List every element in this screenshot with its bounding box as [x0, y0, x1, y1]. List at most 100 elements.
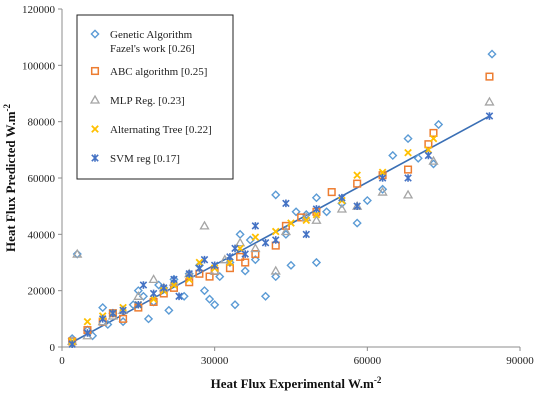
data-point [413, 153, 423, 163]
data-point [352, 218, 362, 228]
legend-label: Fazel's work [0.26] [110, 43, 195, 55]
x-tick-label: 60000 [354, 355, 382, 367]
legend-label: Alternating Tree [0.22] [110, 124, 212, 136]
data-point [241, 258, 250, 267]
data-point [282, 199, 290, 208]
data-point [260, 291, 271, 301]
data-point [251, 233, 260, 241]
data-point [231, 244, 239, 253]
data-point [204, 294, 215, 304]
data-point [377, 186, 388, 196]
data-point [487, 49, 497, 59]
y-tick-label: 120000 [22, 4, 56, 16]
data-point [98, 302, 108, 313]
data-point [149, 295, 158, 303]
legend-label: ABC algorithm [0.25] [110, 66, 207, 78]
y-tick-label: 60000 [28, 173, 56, 185]
data-point [175, 292, 183, 301]
data-point [98, 315, 107, 323]
legend-marker [91, 154, 99, 162]
legend-label: SVM reg [0.17] [110, 153, 180, 165]
y-axis-title: Heat Flux Predicted W.m-2 [2, 103, 18, 252]
data-point [311, 257, 322, 268]
legend-label: Genetic Algorithm [110, 29, 193, 41]
data-point [428, 159, 439, 169]
legend-items: Genetic Algorithm Fazel's work [0.26] ABC … [89, 29, 212, 165]
data-point [429, 128, 438, 137]
data-point [185, 269, 193, 278]
data-point [280, 226, 292, 236]
data-point [311, 214, 322, 224]
data-point [338, 193, 346, 202]
data-point [291, 207, 301, 217]
data-point [402, 189, 414, 199]
data-point [148, 274, 159, 284]
data-point [424, 140, 433, 149]
legend-marker [90, 66, 100, 76]
data-point [119, 314, 128, 323]
data-point [286, 260, 296, 270]
x-tick-label: 30000 [201, 355, 229, 367]
data-point [271, 190, 281, 200]
data-point [271, 227, 280, 236]
data-point [312, 205, 321, 213]
data-point [179, 291, 189, 301]
data-point [261, 238, 270, 247]
data-point [311, 193, 322, 203]
data-point [119, 306, 127, 315]
data-point [118, 317, 128, 327]
legend: Genetic Algorithm Fazel's work [0.26] ABC … [76, 14, 234, 180]
data-point [403, 165, 413, 174]
data-point [429, 134, 438, 143]
data-point [484, 96, 495, 106]
x-axis-title: Heat Flux Experimental W.m-2 [211, 375, 382, 391]
data-point [250, 243, 261, 253]
x-tick-labels: 0 30000 60000 90000 [59, 347, 534, 367]
data-point [388, 150, 398, 161]
data-point [226, 258, 234, 267]
data-point [424, 145, 433, 154]
data-point [433, 119, 444, 130]
y-tick-label: 80000 [28, 117, 56, 129]
data-point [68, 340, 76, 348]
data-point [302, 230, 311, 239]
data-point [271, 271, 281, 282]
data-point [353, 171, 361, 180]
data-point [378, 168, 387, 177]
data-point [143, 314, 154, 324]
y-tick-label: 40000 [28, 229, 56, 241]
legend-marker [91, 125, 99, 133]
data-point [133, 286, 143, 296]
data-point [72, 248, 83, 258]
data-point [210, 300, 220, 310]
data-point [404, 148, 412, 157]
data-point [83, 317, 92, 326]
data-points [67, 49, 497, 348]
data-point [164, 305, 174, 315]
data-point [195, 264, 204, 272]
data-point [287, 219, 295, 227]
data-point [336, 203, 348, 213]
data-point [230, 300, 240, 310]
data-point [302, 216, 311, 225]
data-point [485, 112, 494, 120]
data-point [271, 236, 280, 244]
y-tick-label: 20000 [28, 286, 56, 298]
y-tick-labels: 0 20000 40000 60000 80000 100000 120000 [22, 4, 62, 354]
legend-marker [89, 94, 101, 104]
data-point [378, 174, 387, 182]
data-point [240, 266, 250, 276]
data-point [205, 272, 214, 281]
data-point [485, 72, 494, 81]
data-point [251, 250, 260, 259]
data-point [83, 329, 92, 337]
data-point [134, 300, 143, 309]
data-point [327, 188, 336, 197]
data-point [353, 202, 361, 210]
data-point [378, 184, 388, 194]
x-tick-label: 0 [59, 355, 65, 367]
data-point [149, 289, 158, 298]
data-point [241, 250, 249, 258]
data-point [424, 151, 433, 160]
